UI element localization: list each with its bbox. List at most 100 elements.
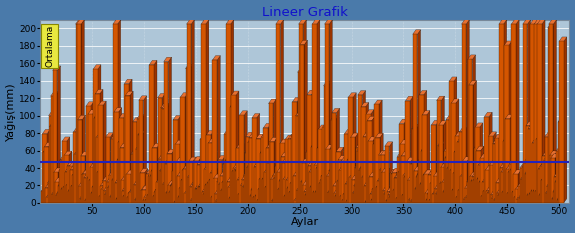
Polygon shape	[252, 138, 255, 203]
Polygon shape	[313, 161, 316, 203]
Bar	[290, 183, 295, 203]
Polygon shape	[182, 166, 190, 170]
Polygon shape	[554, 172, 562, 177]
Polygon shape	[470, 193, 473, 203]
Polygon shape	[525, 169, 532, 174]
Polygon shape	[257, 196, 265, 200]
Polygon shape	[553, 187, 561, 192]
Polygon shape	[462, 137, 465, 203]
Polygon shape	[473, 55, 476, 203]
Bar	[70, 170, 75, 203]
Polygon shape	[446, 163, 448, 203]
Bar	[493, 144, 497, 203]
Bar	[352, 193, 357, 203]
Bar	[509, 164, 514, 203]
Polygon shape	[127, 186, 130, 203]
Polygon shape	[129, 79, 132, 203]
Bar	[414, 171, 419, 203]
Polygon shape	[75, 150, 82, 154]
Bar	[462, 24, 466, 203]
Polygon shape	[93, 110, 96, 203]
Polygon shape	[74, 127, 81, 132]
Polygon shape	[276, 20, 283, 24]
Bar	[87, 178, 91, 203]
Bar	[506, 169, 511, 203]
Polygon shape	[273, 99, 277, 203]
Polygon shape	[498, 191, 505, 195]
Bar	[446, 120, 451, 203]
Polygon shape	[306, 148, 314, 152]
Polygon shape	[521, 175, 528, 179]
Polygon shape	[125, 143, 128, 203]
Bar	[449, 81, 454, 203]
Polygon shape	[184, 184, 187, 203]
Polygon shape	[407, 157, 415, 162]
Polygon shape	[71, 182, 79, 186]
Bar	[451, 103, 456, 203]
Polygon shape	[97, 168, 105, 172]
Polygon shape	[372, 116, 375, 203]
Polygon shape	[315, 187, 323, 192]
Polygon shape	[546, 175, 549, 203]
Polygon shape	[530, 20, 538, 24]
Polygon shape	[260, 192, 263, 203]
Polygon shape	[151, 166, 159, 171]
Polygon shape	[209, 175, 217, 180]
Polygon shape	[388, 190, 396, 195]
Bar	[470, 176, 474, 203]
Polygon shape	[517, 188, 520, 203]
Polygon shape	[233, 164, 241, 168]
Polygon shape	[69, 151, 72, 203]
Bar	[114, 112, 118, 203]
Polygon shape	[344, 130, 352, 134]
Polygon shape	[419, 91, 427, 95]
Polygon shape	[267, 175, 270, 203]
Polygon shape	[415, 197, 419, 203]
Polygon shape	[340, 192, 343, 203]
Polygon shape	[323, 123, 330, 127]
Polygon shape	[414, 167, 421, 171]
Polygon shape	[533, 186, 541, 191]
Polygon shape	[415, 159, 417, 203]
Polygon shape	[221, 186, 229, 190]
Polygon shape	[329, 167, 336, 171]
Bar	[320, 180, 325, 203]
Polygon shape	[419, 167, 421, 203]
Polygon shape	[149, 60, 157, 65]
Bar	[49, 127, 54, 203]
Polygon shape	[245, 148, 252, 153]
Bar	[284, 196, 289, 203]
Bar	[527, 195, 531, 203]
Polygon shape	[303, 20, 306, 203]
Polygon shape	[202, 182, 206, 203]
Bar	[75, 24, 80, 203]
Polygon shape	[277, 171, 281, 203]
Polygon shape	[259, 162, 262, 203]
Bar	[421, 151, 426, 203]
Polygon shape	[545, 133, 553, 137]
Bar	[99, 196, 104, 203]
Polygon shape	[282, 158, 290, 163]
Bar	[86, 106, 91, 203]
Bar	[398, 172, 403, 203]
Polygon shape	[439, 185, 442, 203]
Bar	[317, 148, 322, 203]
Polygon shape	[483, 161, 486, 203]
Polygon shape	[247, 163, 255, 167]
Bar	[465, 188, 469, 203]
Polygon shape	[532, 124, 536, 203]
Polygon shape	[302, 159, 309, 163]
Polygon shape	[373, 137, 376, 203]
Bar	[102, 181, 107, 203]
Bar	[186, 24, 191, 203]
Bar	[270, 142, 274, 203]
Polygon shape	[147, 191, 155, 195]
Bar	[147, 195, 152, 203]
Bar	[380, 170, 384, 203]
Polygon shape	[467, 55, 476, 59]
Polygon shape	[404, 119, 407, 203]
Polygon shape	[316, 142, 319, 203]
Polygon shape	[160, 103, 168, 108]
Polygon shape	[369, 181, 372, 203]
Polygon shape	[336, 147, 344, 152]
